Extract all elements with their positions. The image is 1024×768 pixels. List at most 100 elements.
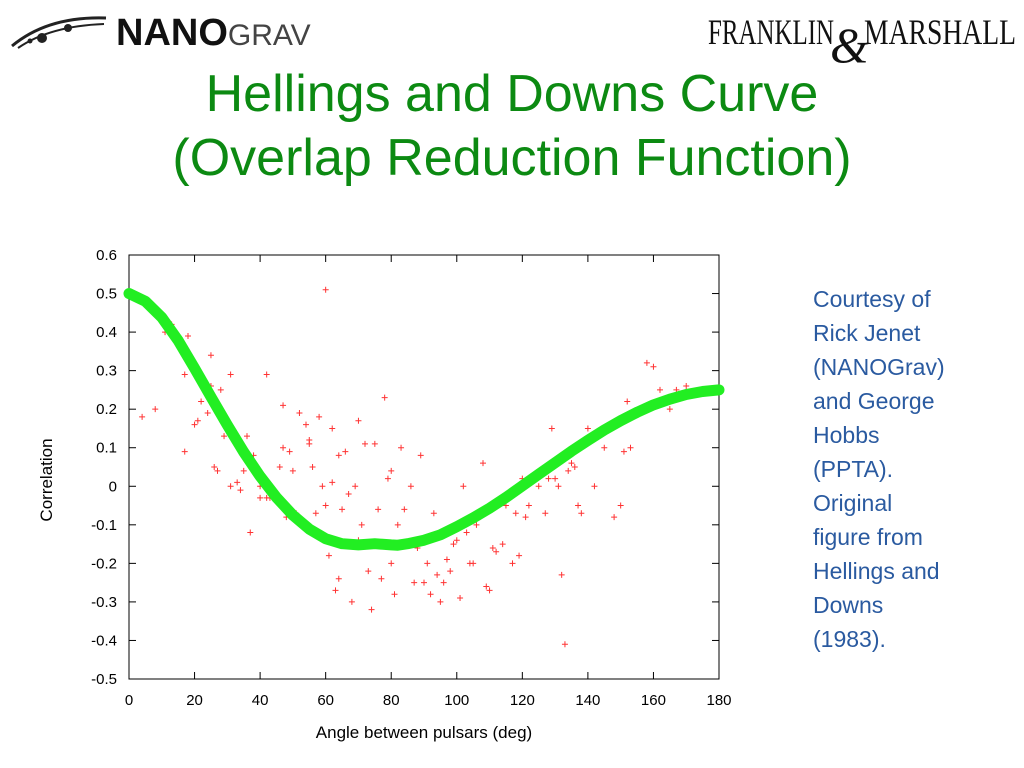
caption-line: Hellings and — [813, 558, 940, 584]
data-point — [207, 352, 214, 359]
data-points — [139, 286, 690, 648]
data-point — [368, 606, 375, 613]
data-point — [591, 483, 598, 490]
data-point — [355, 417, 362, 424]
data-point — [352, 483, 359, 490]
x-tick-label: 80 — [383, 692, 400, 709]
data-point — [535, 483, 542, 490]
data-point — [335, 452, 342, 459]
data-point — [152, 406, 159, 413]
data-point — [316, 413, 323, 420]
data-point — [388, 560, 395, 567]
data-point — [329, 479, 336, 486]
y-tick-label: 0.4 — [96, 324, 117, 341]
data-point — [378, 575, 385, 582]
data-point — [247, 529, 254, 536]
caption-line: (PPTA). — [813, 456, 894, 482]
data-point — [568, 460, 575, 467]
data-point — [407, 483, 414, 490]
courtesy-caption: Courtesy of Rick Jenet (NANOGrav) and Georg… — [813, 282, 1013, 656]
data-point — [424, 560, 431, 567]
data-point — [240, 467, 247, 474]
data-point — [683, 383, 690, 390]
caption-line: and George — [813, 388, 935, 414]
fm-logo-left-text: FRANKLIN — [708, 12, 834, 52]
data-point — [191, 421, 198, 428]
data-point — [181, 371, 188, 378]
data-point — [303, 421, 309, 428]
data-point — [620, 448, 627, 455]
x-tick-label: 60 — [317, 692, 334, 709]
data-point — [276, 464, 283, 470]
data-point — [657, 386, 663, 393]
caption-line: (1983). — [813, 626, 886, 652]
y-axis-label: Correlation — [37, 438, 56, 521]
nanograv-logo-text: NANO — [116, 12, 228, 54]
data-point — [286, 448, 293, 455]
y-tick-label: -0.4 — [91, 632, 117, 649]
data-point — [365, 568, 372, 575]
data-point — [329, 425, 336, 432]
data-point — [480, 460, 486, 467]
data-point — [522, 514, 529, 521]
hellings-downs-curve — [123, 288, 725, 551]
caption-line: Courtesy of — [813, 286, 931, 312]
data-point — [627, 444, 634, 451]
data-point — [643, 359, 650, 366]
data-point — [611, 514, 618, 521]
data-point — [296, 410, 303, 417]
data-point — [289, 467, 296, 474]
y-tick-label: 0.1 — [96, 440, 117, 457]
data-point — [257, 494, 264, 501]
x-tick-label: 0 — [125, 692, 133, 709]
data-point — [335, 575, 342, 582]
data-point — [322, 502, 329, 509]
data-point — [194, 417, 201, 424]
caption-line: (NANOGrav) — [813, 354, 945, 380]
nanograv-logo-subtext: GRAV — [228, 19, 311, 52]
data-point — [450, 541, 457, 548]
data-point — [512, 510, 519, 517]
data-point — [555, 483, 562, 490]
data-point — [263, 371, 270, 378]
data-point — [234, 479, 241, 486]
data-point — [375, 506, 382, 513]
data-point — [384, 475, 391, 482]
data-point — [548, 425, 555, 432]
data-point — [545, 475, 552, 482]
hellings-downs-chart: 0 20 40 60 80 100 120 140 160 180 -0.5 -0.4 -0.3 -0.2… — [37, 247, 732, 742]
y-tick-label: -0.2 — [91, 555, 117, 572]
data-point — [542, 510, 549, 517]
data-point — [309, 464, 316, 470]
data-point — [486, 587, 493, 594]
data-point — [319, 483, 326, 490]
data-point — [483, 583, 490, 590]
data-point — [325, 552, 332, 559]
data-point — [473, 521, 480, 528]
slide-title-line2: (Overlap Reduction Function) — [172, 129, 852, 187]
y-tick-label: 0.3 — [96, 363, 117, 380]
svg-text:NANOGRAV: NANOGRAV — [116, 12, 311, 54]
y-tick-label: -0.3 — [91, 594, 117, 611]
data-point — [499, 541, 506, 548]
data-point — [185, 332, 191, 339]
data-point — [430, 510, 437, 517]
x-axis-label: Angle between pulsars (deg) — [316, 723, 532, 742]
data-point — [601, 444, 608, 451]
x-tick-label: 140 — [575, 692, 600, 709]
data-point — [312, 510, 319, 517]
data-point — [394, 521, 401, 528]
data-point — [345, 490, 352, 497]
data-point — [280, 402, 287, 409]
data-point — [217, 386, 224, 393]
data-point — [525, 502, 532, 509]
axis-ticks: 0 20 40 60 80 100 120 140 160 180 -0.5 -0.4 -0.3 -0.2… — [91, 247, 731, 709]
data-point — [463, 529, 470, 536]
data-point — [575, 502, 582, 509]
x-tick-label: 160 — [641, 692, 666, 709]
data-point — [227, 371, 234, 378]
data-point — [339, 506, 346, 513]
nanograv-swoosh-icon — [11, 16, 107, 49]
data-point — [552, 475, 559, 482]
data-point — [371, 440, 378, 447]
